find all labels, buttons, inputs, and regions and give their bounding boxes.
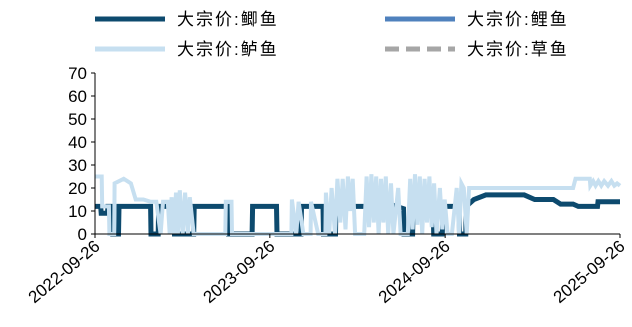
x-tick-label: 2022-09-26 [25,237,104,307]
y-tick-label: 50 [68,110,87,129]
y-tick-label: 0 [78,225,87,244]
y-tick-label: 60 [68,87,87,106]
series-line-3 [95,174,622,236]
y-axis: 0 10 20 30 40 50 60 70 [68,64,96,244]
y-tick-label: 20 [68,179,87,198]
legend-label-1: 大宗价:鲫鱼 [177,10,279,29]
legend-label-3: 大宗价:鲈鱼 [177,40,279,59]
y-tick-label: 30 [68,156,87,175]
x-tick-label: 2024-09-26 [375,237,454,307]
y-tick-label: 70 [68,64,87,83]
y-tick-label: 10 [68,202,87,221]
x-tick-label: 2025-09-26 [550,237,629,307]
y-tick-label: 40 [68,133,87,152]
x-axis: 2022-09-26 2023-09-26 2024-09-26 2025-09-26 [25,233,629,307]
legend-label-2: 大宗价:鲤鱼 [467,10,569,29]
legend-label-4: 大宗价:草鱼 [467,40,569,59]
x-tick-label: 2023-09-26 [200,237,279,307]
plot-area [95,174,622,237]
